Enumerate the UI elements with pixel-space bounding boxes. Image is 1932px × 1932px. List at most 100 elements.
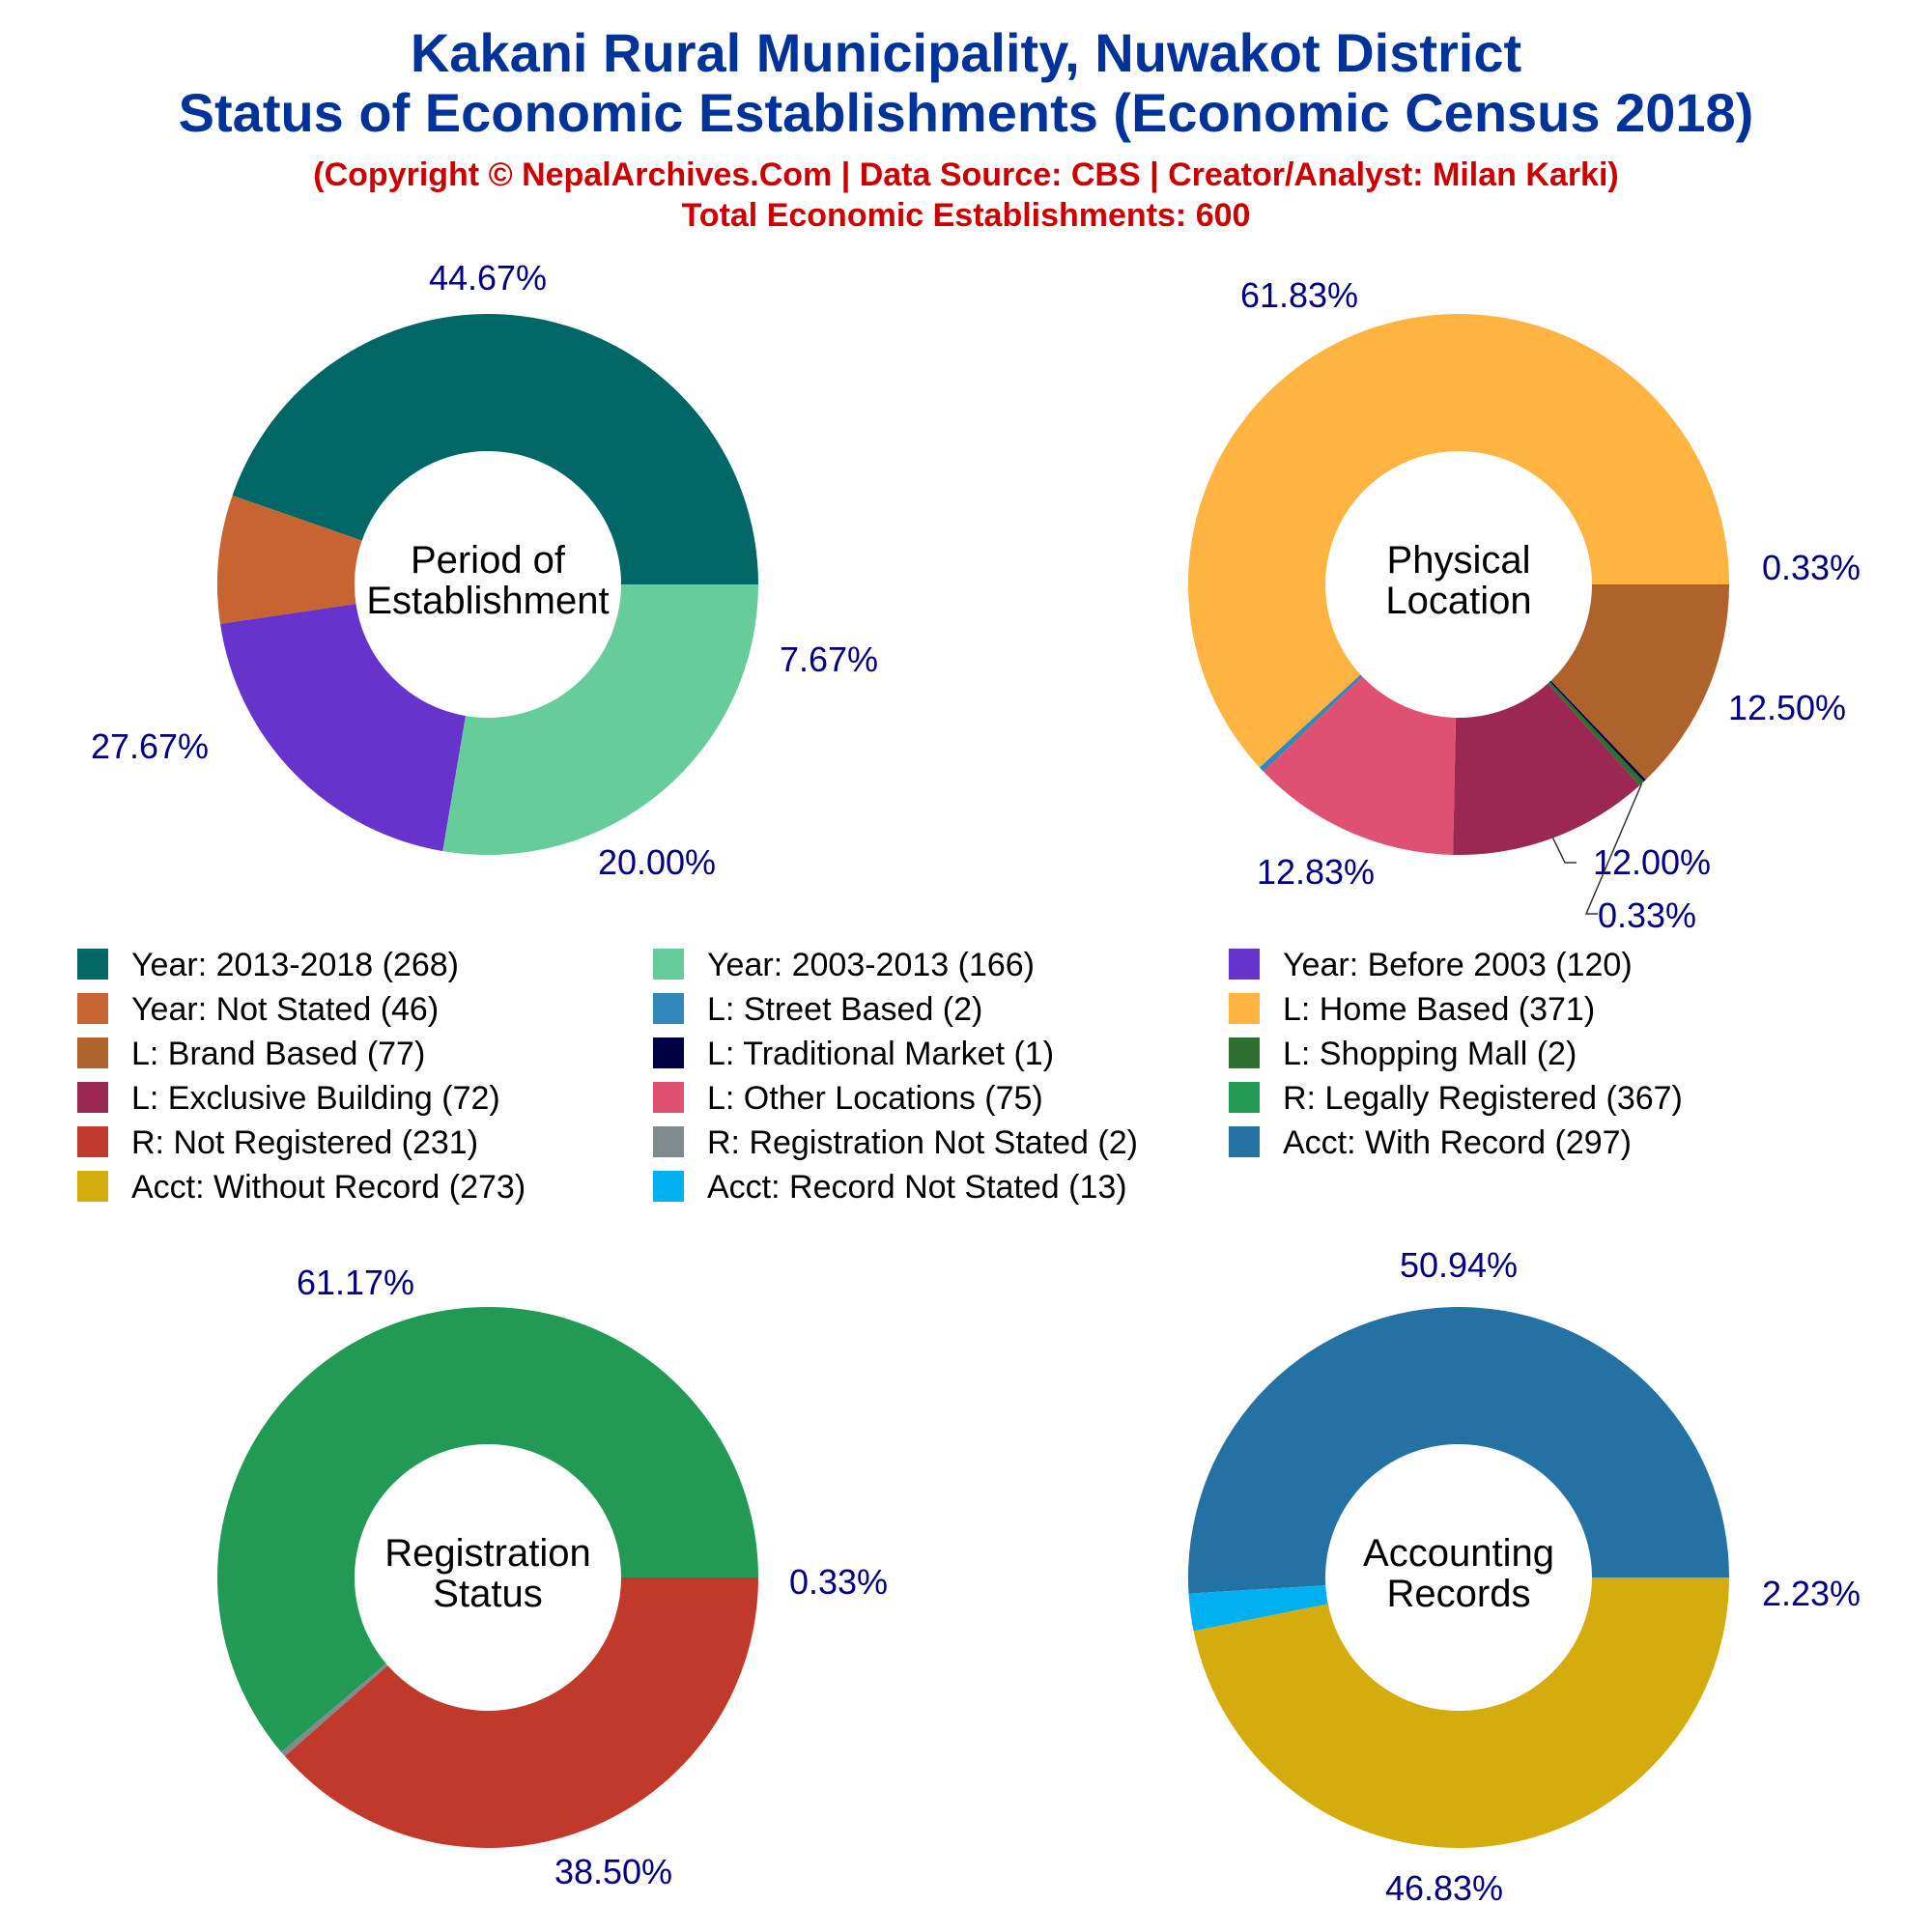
pct-label-acct-with-record: 50.94% — [1400, 1245, 1518, 1285]
donut-charts: 44.67% 7.67% 20.00% 27.67% Period ofEstablis… — [91, 258, 1861, 1908]
slice-year-not-stated — [217, 495, 362, 624]
legend-label: Acct: With Record (297) — [1283, 1124, 1632, 1161]
slice-l-shopping-mall — [1548, 681, 1644, 786]
pct-label-r-not-registered: 38.50% — [554, 1852, 672, 1891]
legend-swatch — [77, 1037, 108, 1068]
slice-l-home-based — [1188, 313, 1729, 768]
legend-label: L: Home Based (371) — [1283, 991, 1595, 1028]
legend-label: L: Brand Based (77) — [131, 1036, 425, 1072]
slice-r-legally-registered — [217, 1307, 758, 1752]
legend-label: R: Not Registered (231) — [131, 1124, 478, 1161]
legend-swatch — [653, 1082, 684, 1113]
center-label: Accounting — [1363, 1532, 1554, 1575]
slice-acct-record-not-stated — [1188, 1585, 1328, 1632]
legend-label: R: Registration Not Stated (2) — [707, 1124, 1138, 1161]
pct-label-year-not-stated: 7.67% — [780, 639, 878, 679]
slice-r-not-registered — [284, 1577, 758, 1848]
legend-item: R: Not Registered (231) — [77, 1124, 478, 1161]
legend: Year: 2013-2018 (268) Year: 2003-2013 (16… — [77, 947, 1683, 1206]
legend-label: Acct: Without Record (273) — [131, 1169, 526, 1206]
pct-label-l-brand-based: 12.83% — [1257, 852, 1375, 892]
slice-l-brand-based — [1550, 584, 1729, 781]
chart-title-line1: Kakani Rural Municipality, Nuwakot Distr… — [411, 22, 1521, 83]
legend-label: L: Traditional Market (1) — [707, 1036, 1054, 1072]
leader-line-l-shopping-mall — [1584, 782, 1643, 915]
center-label: Registration — [384, 1532, 590, 1575]
slice-r-registration-not-stated — [281, 1663, 388, 1757]
pct-label-r-registration-not-stated: 0.33% — [789, 1562, 888, 1602]
slice-l-street-based — [1259, 674, 1363, 772]
slice-year-before-2003 — [220, 604, 466, 852]
legend-item: Year: Before 2003 (120) — [1229, 947, 1633, 983]
pct-label-r-legally-registered: 61.17% — [297, 1263, 414, 1302]
legend-item: L: Brand Based (77) — [77, 1036, 425, 1072]
slice-acct-with-record — [1188, 1307, 1729, 1594]
legend-item: Year: Not Stated (46) — [77, 991, 439, 1028]
legend-label: Year: Not Stated (46) — [131, 991, 439, 1028]
legend-item: L: Street Based (2) — [653, 991, 982, 1028]
legend-swatch — [653, 993, 684, 1024]
legend-item: Year: 2013-2018 (268) — [77, 947, 459, 983]
legend-label: R: Legally Registered (367) — [1283, 1080, 1683, 1117]
pct-label-l-home-based: 61.83% — [1240, 275, 1358, 315]
donut-period-of-establishment: 44.67% 7.67% 20.00% 27.67% Period ofEstablis… — [91, 258, 878, 882]
pct-label-l-other-locations: 12.50% — [1728, 688, 1846, 727]
slice-acct-without-record — [1193, 1577, 1729, 1848]
center-label: Establishment — [366, 580, 609, 622]
pct-label-acct-record-not-stated: 2.23% — [1762, 1574, 1861, 1613]
legend-label: L: Exclusive Building (72) — [131, 1080, 500, 1117]
legend-swatch — [653, 1037, 684, 1068]
legend-swatch — [77, 1082, 108, 1113]
legend-label: L: Other Locations (75) — [707, 1080, 1043, 1117]
legend-item: R: Registration Not Stated (2) — [653, 1124, 1138, 1161]
legend-swatch — [653, 1126, 684, 1157]
center-label: Records — [1387, 1573, 1531, 1615]
legend-swatch — [653, 949, 684, 980]
slice-year-2013-2018 — [232, 313, 759, 584]
leader-line-l-exclusive-building — [1551, 838, 1577, 864]
legend-label: Year: Before 2003 (120) — [1283, 947, 1633, 983]
legend-swatch — [1229, 993, 1260, 1024]
center-label: Period of — [411, 539, 566, 582]
copyright-text: (Copyright © NepalArchives.Com | Data So… — [313, 156, 1618, 193]
slice-l-other-locations — [1263, 676, 1457, 855]
legend-item: L: Traditional Market (1) — [653, 1036, 1054, 1072]
header: Kakani Rural Municipality, Nuwakot Distr… — [179, 22, 1754, 234]
legend-item: Acct: Without Record (273) — [77, 1169, 526, 1206]
pct-label-year-2013-2018: 44.67% — [429, 258, 547, 298]
legend-label: L: Shopping Mall (2) — [1283, 1036, 1577, 1072]
legend-item: L: Other Locations (75) — [653, 1080, 1043, 1117]
pct-label-year-before-2003: 20.00% — [598, 842, 716, 882]
pct-label-year-2003-2013: 27.67% — [91, 726, 209, 766]
legend-swatch — [1229, 1126, 1260, 1157]
legend-item: Year: 2003-2013 (166) — [653, 947, 1035, 983]
pct-label-acct-without-record: 46.83% — [1385, 1868, 1503, 1908]
chart-title-line2: Status of Economic Establishments (Econo… — [179, 82, 1754, 143]
pct-label-l-street-based: 0.33% — [1762, 548, 1861, 587]
center-label: Physical — [1387, 539, 1531, 582]
slice-l-exclusive-building — [1453, 683, 1640, 855]
legend-item: L: Exclusive Building (72) — [77, 1080, 500, 1117]
slice-year-2003-2013 — [442, 584, 758, 855]
legend-item: R: Legally Registered (367) — [1229, 1080, 1683, 1117]
total-establishments: Total Economic Establishments: 600 — [682, 197, 1251, 234]
slice-l-traditional-market — [1549, 680, 1646, 782]
pct-label-l-exclusive-building: 12.00% — [1593, 842, 1711, 882]
legend-item: Acct: With Record (297) — [1229, 1124, 1632, 1161]
legend-label: Acct: Record Not Stated (13) — [707, 1169, 1127, 1206]
legend-label: Year: 2013-2018 (268) — [131, 947, 459, 983]
legend-swatch — [77, 1171, 108, 1202]
legend-swatch — [1229, 1082, 1260, 1113]
legend-label: Year: 2003-2013 (166) — [707, 947, 1035, 983]
legend-swatch — [77, 993, 108, 1024]
legend-swatch — [653, 1171, 684, 1202]
legend-item: L: Shopping Mall (2) — [1229, 1036, 1577, 1072]
legend-item: L: Home Based (371) — [1229, 991, 1595, 1028]
legend-swatch — [77, 949, 108, 980]
legend-item: Acct: Record Not Stated (13) — [653, 1169, 1127, 1206]
legend-swatch — [1229, 1037, 1260, 1068]
legend-swatch — [1229, 949, 1260, 980]
